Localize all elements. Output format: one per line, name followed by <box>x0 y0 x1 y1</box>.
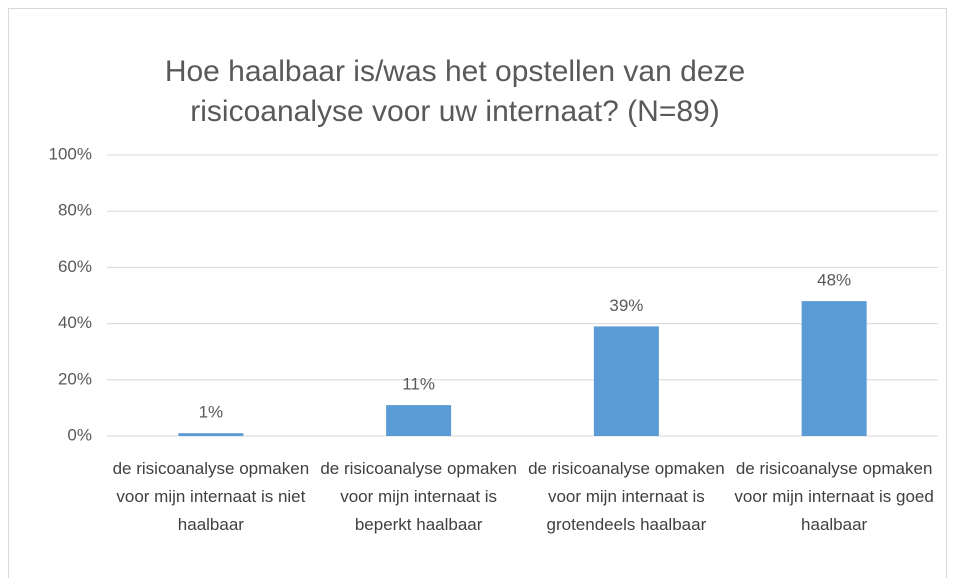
value-label: 39% <box>609 296 643 315</box>
value-label: 48% <box>817 271 851 290</box>
x-tick-label: de risicoanalyse opmaken voor mijn inter… <box>112 459 310 534</box>
bar <box>386 405 452 436</box>
value-label: 1% <box>199 403 224 422</box>
y-tick-label: 80% <box>58 201 92 220</box>
y-tick-label: 100% <box>49 144 92 163</box>
x-tick-label: de risicoanalyse opmaken voor mijn inter… <box>528 459 725 534</box>
x-tick-label: de risicoanalyse opmaken voor mijn inter… <box>734 459 934 534</box>
bar <box>178 433 244 436</box>
value-label: 11% <box>402 375 435 394</box>
bar <box>593 326 659 436</box>
chart-border <box>8 8 947 578</box>
y-tick-label: 20% <box>58 369 92 388</box>
y-tick-label: 0% <box>67 425 92 444</box>
y-tick-label: 60% <box>58 257 92 276</box>
y-tick-label: 40% <box>58 313 92 332</box>
chart-title: Hoe haalbaar is/was het opstellen van de… <box>164 55 746 128</box>
x-tick-label: de risicoanalyse opmaken voor mijn inter… <box>320 459 517 534</box>
bar <box>801 301 867 436</box>
